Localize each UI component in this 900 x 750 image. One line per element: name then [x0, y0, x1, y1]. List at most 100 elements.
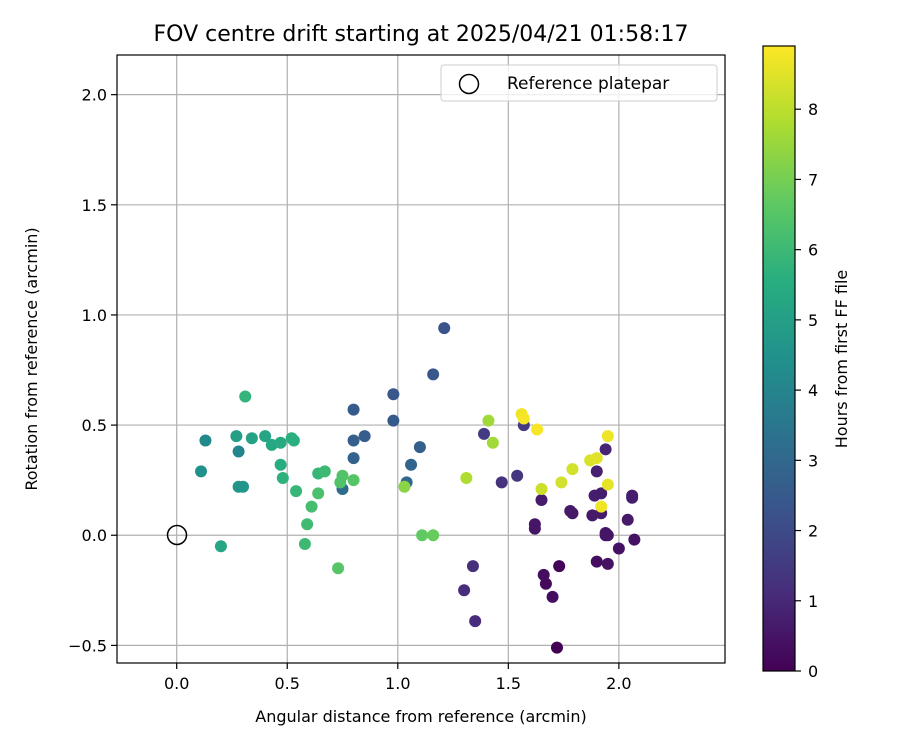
data-point	[537, 568, 550, 581]
data-point	[517, 412, 530, 425]
data-point	[427, 529, 440, 542]
data-point	[601, 557, 614, 570]
data-point	[230, 430, 243, 443]
data-point	[601, 430, 614, 443]
colorbar-tick-label: 0	[808, 662, 818, 681]
colorbar-tick-label: 8	[808, 100, 818, 119]
data-point	[232, 445, 245, 458]
data-point	[347, 403, 360, 416]
reference-platepar-marker	[166, 524, 188, 546]
data-point	[274, 458, 287, 471]
colorbar-tick-label: 7	[808, 170, 818, 189]
data-point	[511, 469, 524, 482]
data-point	[478, 427, 491, 440]
colorbar-tick-label: 5	[808, 311, 818, 330]
data-point	[535, 482, 548, 495]
data-point	[564, 505, 577, 517]
y-tick-label: −0.5	[68, 636, 107, 655]
data-point	[469, 615, 482, 628]
data-point	[358, 430, 371, 443]
x-tick-label: 0.0	[164, 674, 189, 693]
data-point	[460, 471, 473, 484]
data-point	[214, 540, 227, 553]
data-point	[482, 414, 495, 427]
data-point	[347, 452, 360, 465]
y-tick-label: 1.0	[82, 306, 107, 325]
x-tick-label: 1.5	[496, 674, 521, 693]
data-point	[237, 480, 250, 493]
data-point	[586, 509, 599, 522]
data-point	[531, 423, 544, 436]
data-point	[290, 485, 303, 498]
data-point	[398, 480, 411, 493]
data-point	[287, 434, 300, 447]
data-point	[590, 465, 603, 478]
data-point	[595, 487, 608, 500]
data-point	[245, 432, 258, 445]
data-point	[495, 476, 508, 489]
data-points	[195, 322, 641, 654]
data-point	[199, 434, 212, 447]
data-point	[601, 478, 614, 491]
data-point	[387, 414, 400, 427]
data-point	[590, 452, 603, 465]
data-point	[566, 463, 579, 476]
colorbar-tick-label: 2	[808, 522, 818, 541]
data-point	[595, 500, 608, 513]
colorbar-gradient	[762, 45, 796, 672]
y-tick-label: 0.5	[82, 416, 107, 435]
colorbar-tick-label: 3	[808, 451, 818, 470]
chart-title: FOV centre drift starting at 2025/04/21 …	[154, 22, 689, 47]
y-tick-label: 2.0	[82, 86, 107, 105]
data-point	[405, 458, 418, 471]
data-point	[486, 436, 499, 449]
data-point	[239, 390, 252, 403]
legend: Reference platepar	[440, 64, 718, 102]
x-axis-ticks: 0.0 0.5 1.0 1.5 2.0	[164, 663, 632, 693]
legend-marker-icon	[458, 73, 480, 95]
y-tick-label: 0.0	[82, 526, 107, 545]
data-point	[599, 443, 612, 456]
data-point	[555, 476, 568, 489]
data-point	[427, 368, 440, 381]
x-tick-label: 0.5	[275, 674, 300, 693]
data-point	[332, 562, 345, 575]
y-axis-label: Rotation from reference (arcmin)	[22, 227, 41, 490]
plot-frame	[116, 54, 726, 664]
data-point	[546, 590, 559, 603]
legend-label: Reference platepar	[507, 74, 669, 94]
data-point	[628, 533, 641, 546]
colorbar-tick-label: 4	[808, 381, 818, 400]
colorbar-tick-label: 1	[808, 592, 818, 611]
data-point	[416, 529, 429, 542]
data-point	[301, 518, 314, 531]
legend-box	[440, 64, 718, 102]
data-point	[621, 513, 634, 526]
data-point	[318, 465, 331, 478]
data-point	[276, 471, 289, 484]
data-point	[466, 560, 479, 573]
data-point	[528, 518, 541, 531]
data-point	[599, 529, 612, 542]
y-axis-ticks: −0.5 0.0 0.5 1.0 1.5 2.0	[68, 86, 117, 655]
x-tick-label: 2.0	[606, 674, 631, 693]
data-point	[312, 487, 325, 500]
data-point	[626, 489, 639, 502]
data-point	[590, 555, 603, 568]
grid-lines	[117, 55, 725, 663]
data-point	[259, 430, 272, 443]
data-point	[438, 322, 451, 335]
x-axis-label: Angular distance from reference (arcmin)	[255, 707, 586, 726]
y-tick-label: 1.5	[82, 196, 107, 215]
colorbar-ticks: 0 1 2 3 4 5 6 7 8	[795, 100, 818, 681]
colorbar-tick-label: 6	[808, 241, 818, 260]
data-point	[550, 641, 563, 654]
data-point	[413, 441, 426, 454]
data-point	[195, 465, 208, 478]
colorbar-label: Hours from first FF file	[832, 270, 851, 449]
data-point	[347, 474, 360, 487]
data-point	[458, 584, 471, 597]
data-point	[387, 388, 400, 401]
data-point	[336, 469, 349, 482]
